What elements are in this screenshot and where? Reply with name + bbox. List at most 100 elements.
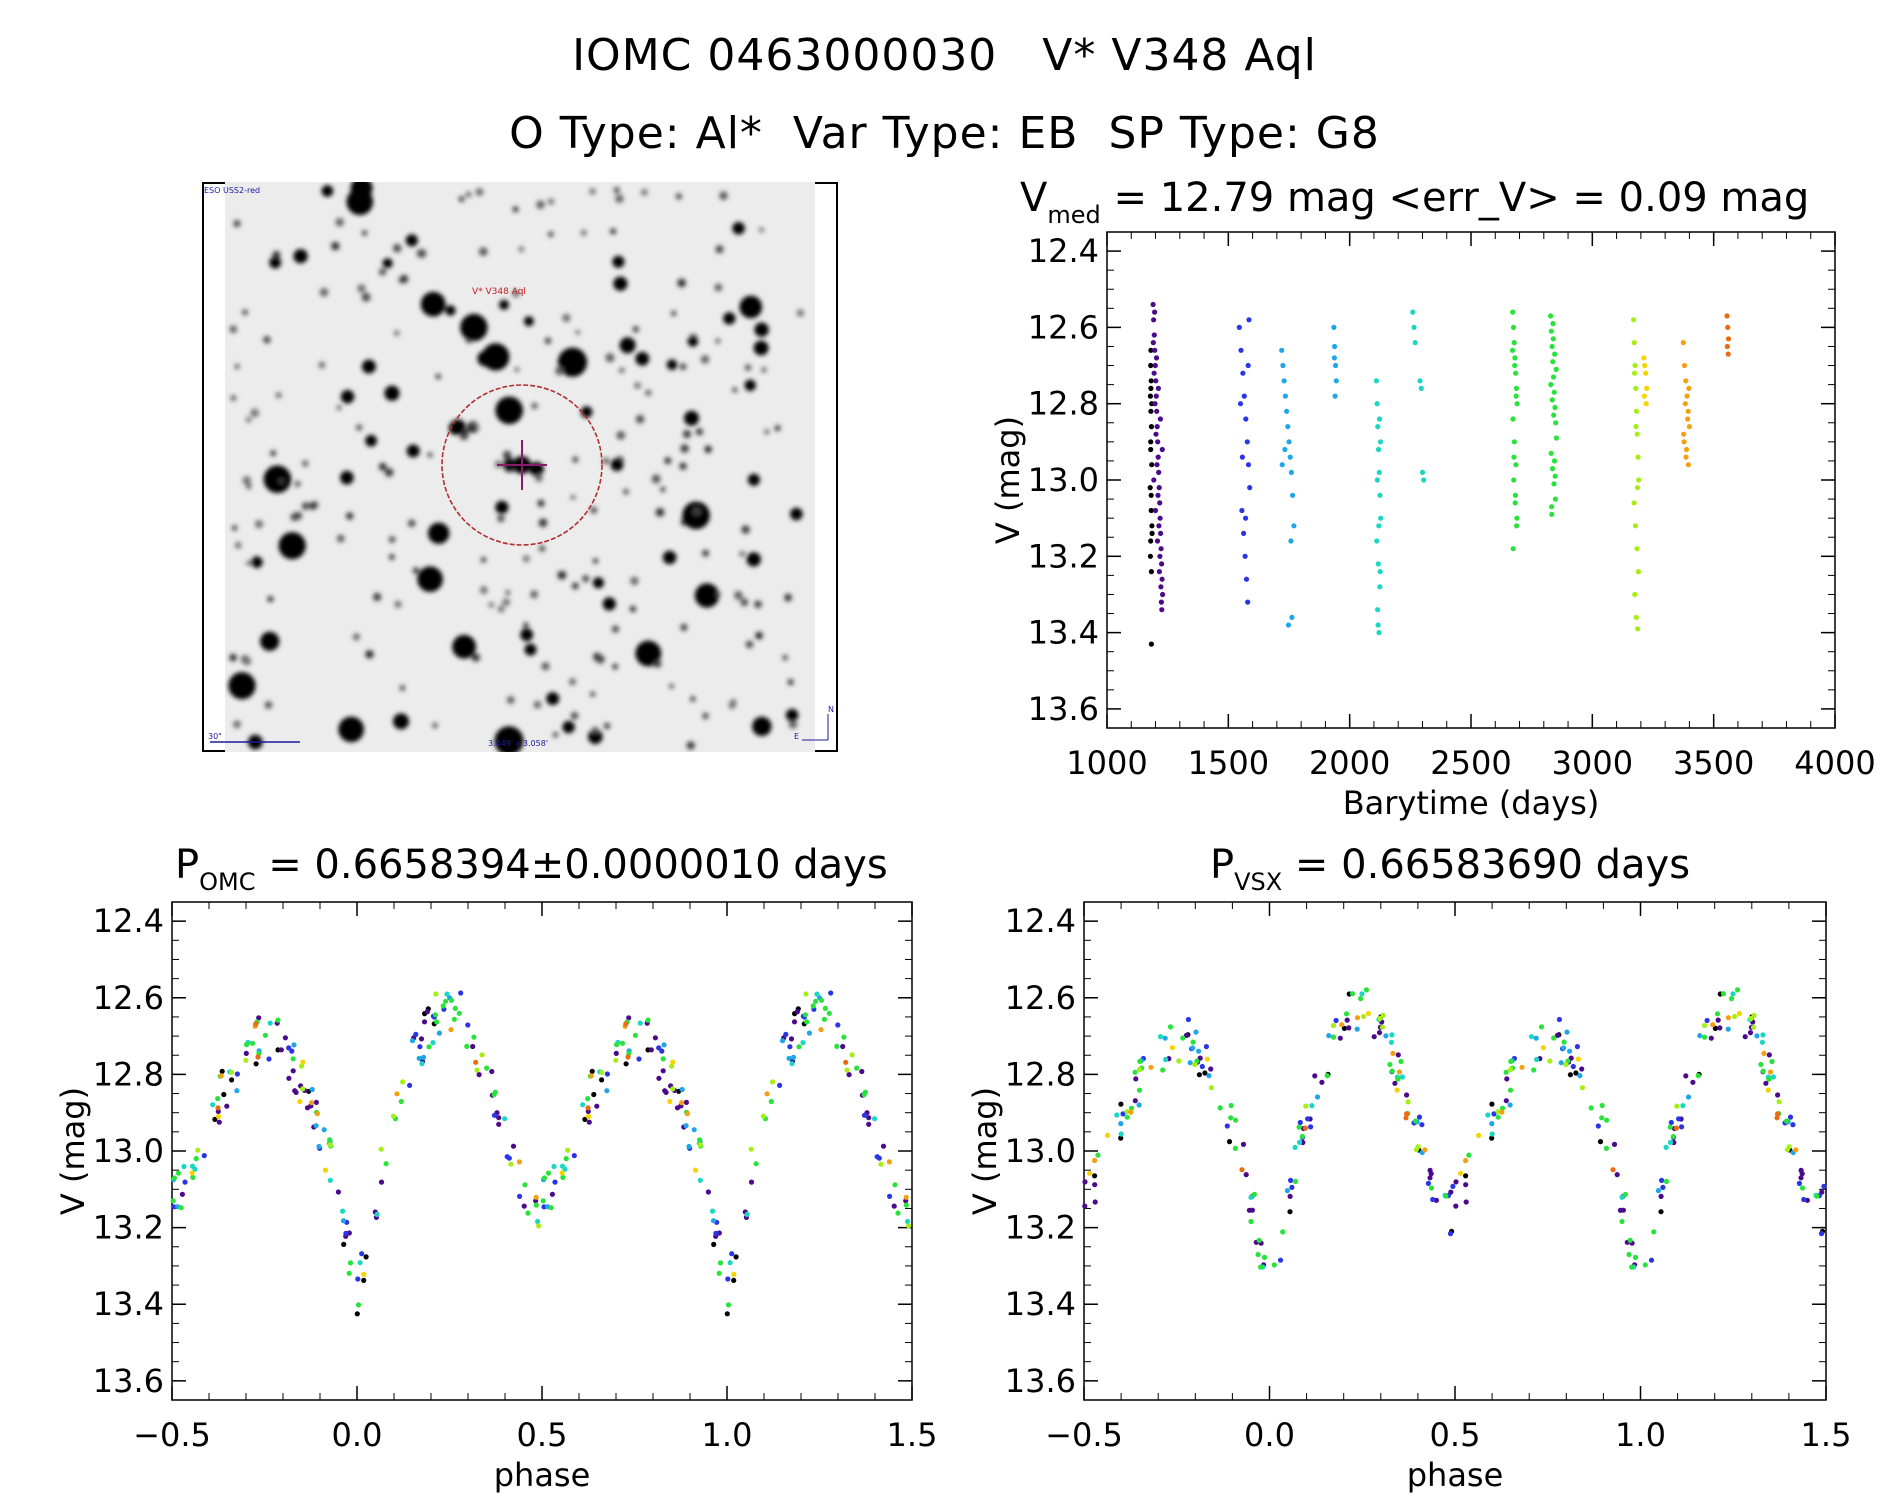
time-xlabel: Barytime (days) xyxy=(1343,784,1600,822)
sky-star xyxy=(635,640,662,667)
time-point xyxy=(1548,313,1554,319)
vsx-point xyxy=(1761,1050,1767,1056)
vsx-point xyxy=(1255,1251,1261,1258)
omc-phase-panel: POMC = 0.6658394±0.0000010 days −0.5 0.0 0… xyxy=(54,842,937,1494)
vsx-ytick-label: 13.4 xyxy=(1005,1285,1076,1323)
time-point xyxy=(1682,401,1688,407)
vsx-point xyxy=(1508,1066,1514,1073)
omc-point xyxy=(548,1205,554,1211)
time-point xyxy=(1154,462,1160,468)
omc-point xyxy=(788,1036,795,1042)
sky-star xyxy=(754,600,762,609)
time-point xyxy=(1635,569,1641,575)
vsx-point xyxy=(1626,1251,1632,1258)
vsx-point xyxy=(1208,1085,1214,1091)
vsx-point xyxy=(1308,1124,1314,1130)
time-point xyxy=(1148,507,1154,514)
omc-point xyxy=(727,1260,733,1266)
time-point xyxy=(1681,439,1687,445)
time-point xyxy=(1151,317,1157,323)
vsx-point xyxy=(1190,1039,1196,1045)
vsx-point xyxy=(1466,1152,1472,1158)
vsx-point xyxy=(1292,1178,1299,1184)
time-ytick-label: 12.8 xyxy=(1028,385,1099,423)
sky-star xyxy=(452,634,476,659)
time-point xyxy=(1151,370,1157,376)
vsx-xtick-label: 1.0 xyxy=(1615,1416,1666,1454)
time-point xyxy=(1513,385,1519,391)
sky-star xyxy=(482,343,510,371)
vsx-point xyxy=(1157,1034,1164,1040)
time-point xyxy=(1377,492,1383,498)
omc-point xyxy=(215,1113,222,1120)
time-xtick-label: 1000 xyxy=(1066,744,1147,782)
sky-star xyxy=(588,729,603,744)
time-point xyxy=(1550,374,1557,380)
time-plot: 1000 1500 2000 2500 3000 3500 4000 12.4 12.6 12.8… xyxy=(989,231,1876,822)
omc-point xyxy=(521,1203,527,1209)
vsx-point xyxy=(1547,1058,1553,1064)
time-point xyxy=(1376,416,1383,422)
sky-star xyxy=(319,288,329,297)
vsx-point xyxy=(1416,1114,1423,1120)
omc-point xyxy=(814,991,820,997)
omc-point xyxy=(229,1069,235,1075)
time-point xyxy=(1377,439,1384,445)
sky-star xyxy=(505,590,511,596)
omc-point xyxy=(840,1043,846,1050)
vsx-point xyxy=(1246,1207,1252,1213)
omc-point xyxy=(470,1043,476,1050)
sky-star xyxy=(557,570,567,580)
omc-point xyxy=(725,1276,731,1282)
vsx-point xyxy=(1394,1087,1400,1093)
omc-xtick-label: −0.5 xyxy=(133,1416,211,1454)
vsx-point xyxy=(1604,1117,1610,1123)
vsx-point xyxy=(1118,1101,1124,1107)
sky-star xyxy=(530,590,538,599)
time-point xyxy=(1511,454,1517,460)
vsx-point xyxy=(1196,1048,1202,1054)
sky-star xyxy=(632,326,640,333)
omc-point xyxy=(282,1035,288,1041)
sky-star xyxy=(378,268,387,276)
vsx-point xyxy=(1685,1094,1692,1100)
vsx-point xyxy=(1458,1170,1464,1176)
omc-point xyxy=(417,1044,423,1050)
vsx-ytick-label: 13.6 xyxy=(1005,1362,1076,1400)
vsx-point xyxy=(1533,1035,1539,1041)
sky-star xyxy=(732,387,738,393)
omc-point xyxy=(309,1100,315,1106)
vsx-point xyxy=(1124,1114,1130,1120)
sky-star xyxy=(267,596,274,603)
time-point xyxy=(1511,340,1517,346)
sky-star xyxy=(245,416,252,423)
omc-point xyxy=(559,1163,566,1169)
time-point xyxy=(1374,538,1380,544)
sky-star xyxy=(537,499,545,507)
omc-point xyxy=(764,1091,770,1097)
sky-star xyxy=(653,659,662,668)
vsx-point xyxy=(1485,1112,1491,1118)
omc-point xyxy=(416,1055,422,1061)
vsx-point xyxy=(1663,1178,1670,1184)
sky-star xyxy=(635,351,650,366)
vsx-point xyxy=(1715,1017,1721,1023)
vsx-point xyxy=(1725,1026,1731,1032)
vsx-point xyxy=(1428,1171,1434,1177)
time-point xyxy=(1553,420,1559,426)
sky-star xyxy=(242,476,252,485)
omc-point xyxy=(691,1127,697,1133)
omc-point xyxy=(262,1032,268,1038)
sky-star xyxy=(692,506,702,516)
omc-point xyxy=(347,1260,354,1266)
vsx-point xyxy=(1538,1024,1545,1030)
vsx-point xyxy=(1503,1098,1509,1104)
time-point xyxy=(1332,393,1338,399)
vsx-point xyxy=(1499,1109,1505,1115)
omc-point xyxy=(383,1161,389,1167)
sky-star xyxy=(634,382,641,389)
time-point xyxy=(1633,385,1639,391)
vsx-point xyxy=(1344,1017,1350,1023)
time-point xyxy=(1286,439,1292,445)
vsx-point xyxy=(1419,1122,1425,1128)
